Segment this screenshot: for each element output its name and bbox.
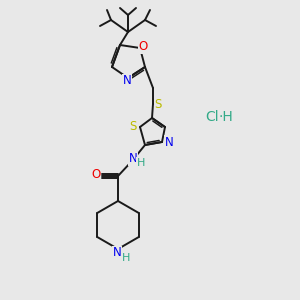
Text: S: S (129, 121, 137, 134)
Text: N: N (123, 74, 131, 88)
Text: N: N (165, 136, 173, 148)
Text: N: N (129, 152, 137, 166)
Text: S: S (154, 98, 162, 110)
Text: O: O (138, 40, 148, 53)
Text: H: H (122, 253, 130, 263)
Text: O: O (92, 169, 100, 182)
Text: ·H: ·H (219, 110, 234, 124)
Text: N: N (112, 247, 122, 260)
Text: H: H (137, 158, 145, 168)
Text: Cl: Cl (205, 110, 219, 124)
